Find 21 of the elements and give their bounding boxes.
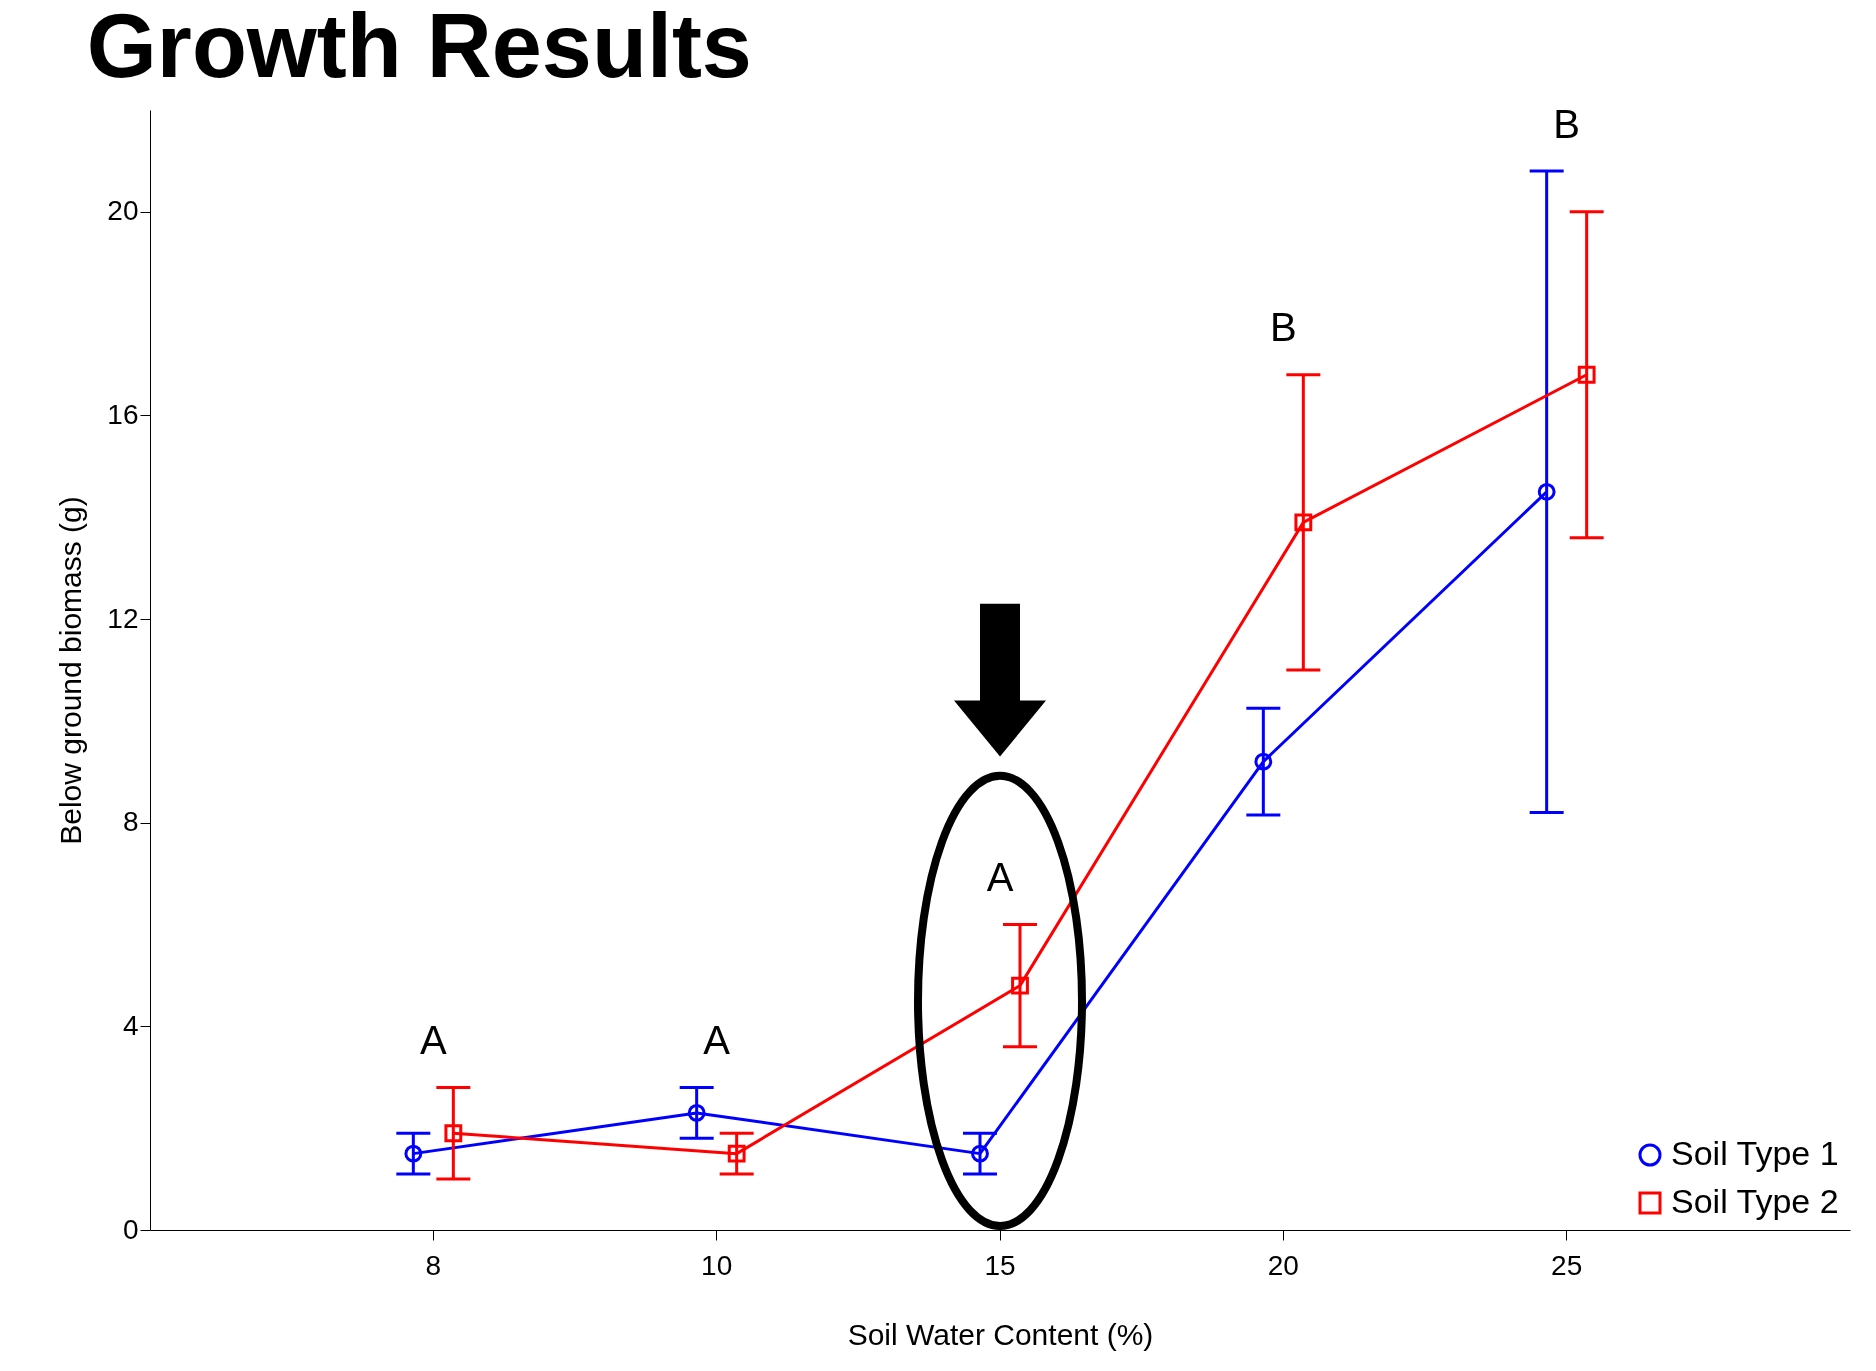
x-tick-label: 8 — [425, 1249, 442, 1281]
y-tick-label: 20 — [107, 195, 139, 227]
y-tick-label: 12 — [107, 602, 139, 634]
y-tick-label: 0 — [122, 1213, 139, 1245]
annotation: A — [986, 855, 1014, 900]
annotation: B — [1553, 101, 1581, 146]
y-tick-label: 8 — [122, 806, 139, 838]
x-tick-label: 15 — [984, 1249, 1016, 1281]
annotation: A — [419, 1018, 447, 1062]
x-tick-label: 10 — [701, 1249, 733, 1281]
legend-label: Soil Type 1 — [1671, 1134, 1839, 1172]
y-tick-label: 16 — [107, 398, 139, 430]
chart-title: Growth Results — [86, 0, 752, 96]
annotation: B — [1269, 305, 1297, 350]
annotation: A — [703, 1018, 731, 1062]
x-tick-label: 20 — [1267, 1249, 1299, 1281]
x-tick-label: 25 — [1551, 1249, 1583, 1281]
legend-label: Soil Type 2 — [1671, 1182, 1839, 1220]
y-axis-title: Below ground biomass (g) — [54, 496, 88, 845]
y-tick-label: 4 — [122, 1009, 139, 1041]
x-axis-title: Soil Water Content (%) — [847, 1317, 1154, 1351]
